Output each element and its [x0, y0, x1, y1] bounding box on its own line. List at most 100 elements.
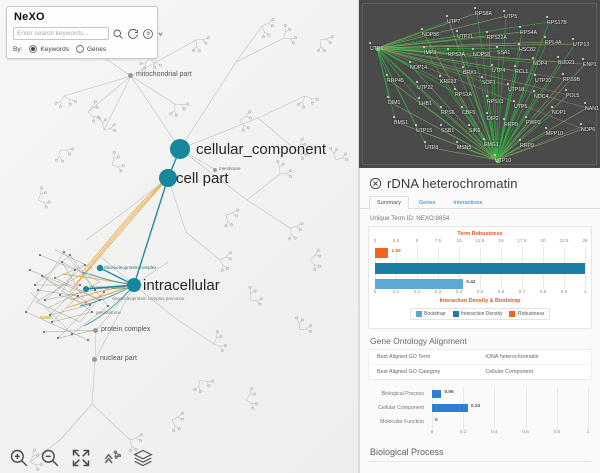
gene-node[interactable] [456, 30, 459, 33]
gridline [494, 387, 496, 429]
gene-node[interactable] [532, 57, 535, 60]
bar-interaction-density[interactable] [375, 263, 585, 274]
gene-node[interactable] [519, 26, 522, 29]
row-key: Best Aligned GO Category [377, 369, 441, 375]
refresh-icon[interactable] [127, 28, 139, 40]
legend-item-interaction-density[interactable]: Interaction Density [452, 311, 502, 317]
gene-node[interactable] [369, 42, 372, 45]
gene-node[interactable] [440, 124, 443, 127]
gene-node[interactable] [416, 81, 419, 84]
gene-node[interactable] [551, 106, 554, 109]
bar-cellular-component[interactable] [432, 404, 468, 412]
gene-node[interactable] [496, 159, 500, 163]
legend-item-bootstrap[interactable]: Bootstrap [415, 311, 446, 317]
bar-bootstrap[interactable] [375, 279, 464, 289]
legend-item-robustness[interactable]: Robustness [509, 311, 544, 317]
gene-node[interactable] [533, 90, 536, 93]
tab-summary[interactable]: Summary [369, 196, 409, 209]
bar-robustness[interactable] [375, 248, 389, 258]
node-protein-complex[interactable] [93, 328, 98, 333]
gene-network-edges [376, 12, 588, 161]
zoom-in-icon[interactable] [9, 448, 29, 468]
gene-node[interactable] [393, 116, 396, 119]
gene-node[interactable] [518, 43, 521, 46]
bar-value-molecular-function: 0 [435, 418, 438, 423]
gene-node[interactable] [534, 74, 537, 77]
gene-node[interactable] [546, 16, 549, 19]
radio-genes[interactable] [75, 45, 84, 53]
gene-node[interactable] [468, 124, 471, 127]
gene-node[interactable] [562, 73, 565, 76]
gene-node[interactable] [376, 47, 380, 51]
gene-node[interactable] [481, 76, 484, 79]
gene-node[interactable] [440, 106, 443, 109]
chevron-down-icon[interactable] [157, 29, 164, 39]
gene-node[interactable] [507, 83, 510, 86]
tab-genes[interactable]: Genes [418, 200, 436, 206]
gene-node[interactable] [496, 46, 499, 49]
gene-node[interactable] [461, 106, 464, 109]
gene-node[interactable] [503, 118, 506, 121]
gene-node[interactable] [446, 15, 449, 18]
gene-node[interactable] [513, 100, 516, 103]
search-icon[interactable] [112, 28, 124, 40]
help-icon[interactable] [142, 28, 154, 40]
gene-node[interactable] [557, 56, 560, 59]
radio-keywords[interactable] [29, 45, 38, 53]
bar-biological-process[interactable] [432, 390, 442, 398]
close-circle-icon[interactable] [369, 177, 382, 190]
gene-node[interactable] [423, 46, 426, 49]
axis-tick: 17.5 [517, 238, 527, 243]
gene-node[interactable] [409, 61, 412, 64]
gene-node[interactable] [456, 141, 459, 144]
node-membrane[interactable] [213, 168, 217, 172]
gene-node[interactable] [486, 31, 489, 34]
node-cellular-component[interactable] [170, 139, 190, 159]
gene-node[interactable] [387, 96, 390, 99]
node-nuclear-part[interactable] [92, 357, 97, 362]
gene-node[interactable] [494, 154, 497, 157]
gene-node[interactable] [462, 66, 465, 69]
layers-icon[interactable] [133, 448, 153, 468]
gene-node[interactable] [545, 127, 548, 130]
gene-node[interactable] [486, 95, 489, 98]
node-mitochondrial-part[interactable] [128, 73, 133, 78]
gene-node[interactable] [572, 38, 575, 41]
gene-node[interactable] [580, 123, 583, 126]
gene-node[interactable] [454, 88, 457, 91]
search-input[interactable] [13, 27, 109, 40]
gene-node[interactable] [514, 65, 517, 68]
gene-node[interactable] [486, 112, 489, 115]
gene-node[interactable] [584, 102, 587, 105]
gene-node[interactable] [525, 116, 528, 119]
collapse-network-icon[interactable] [102, 448, 122, 468]
gene-node[interactable] [386, 74, 389, 77]
search-panel[interactable]: NeXO By: Keywords Genes [6, 6, 163, 59]
gene-node[interactable] [415, 124, 418, 127]
node-intracellular[interactable] [127, 278, 141, 292]
gene-node[interactable] [582, 58, 585, 61]
gene-node[interactable] [439, 75, 442, 78]
gene-node[interactable] [503, 10, 506, 13]
gene-node[interactable] [472, 48, 475, 51]
gene-node[interactable] [483, 138, 486, 141]
axis-tick: 25 [582, 238, 588, 243]
gene-node[interactable] [565, 89, 568, 92]
gene-node[interactable] [421, 28, 424, 31]
network-canvas[interactable]: cellular_component cell part intracellul… [0, 0, 359, 473]
gene-node[interactable] [447, 48, 450, 51]
zoom-out-icon[interactable] [40, 448, 60, 468]
radio-genes-label: Genes [86, 45, 107, 53]
chart-title-term-robustness: Term Robustness [457, 231, 503, 237]
node-cell-part[interactable] [159, 169, 177, 187]
gene-node[interactable] [519, 139, 522, 142]
gene-node[interactable] [544, 36, 547, 39]
gene-node[interactable] [491, 64, 494, 67]
gene-interaction-network[interactable]: UTP9 RPS8A UTP5 UTP7 RPS17B NOP56 UTP21 RPS22A R… [359, 0, 600, 168]
gene-node[interactable] [418, 97, 421, 100]
gene-node[interactable] [474, 7, 477, 10]
fit-to-screen-icon[interactable] [71, 448, 91, 468]
tab-interactions[interactable]: Interactions [453, 200, 483, 206]
gene-node[interactable] [424, 141, 427, 144]
node-label-cellular-component: cellular_component [196, 141, 327, 158]
